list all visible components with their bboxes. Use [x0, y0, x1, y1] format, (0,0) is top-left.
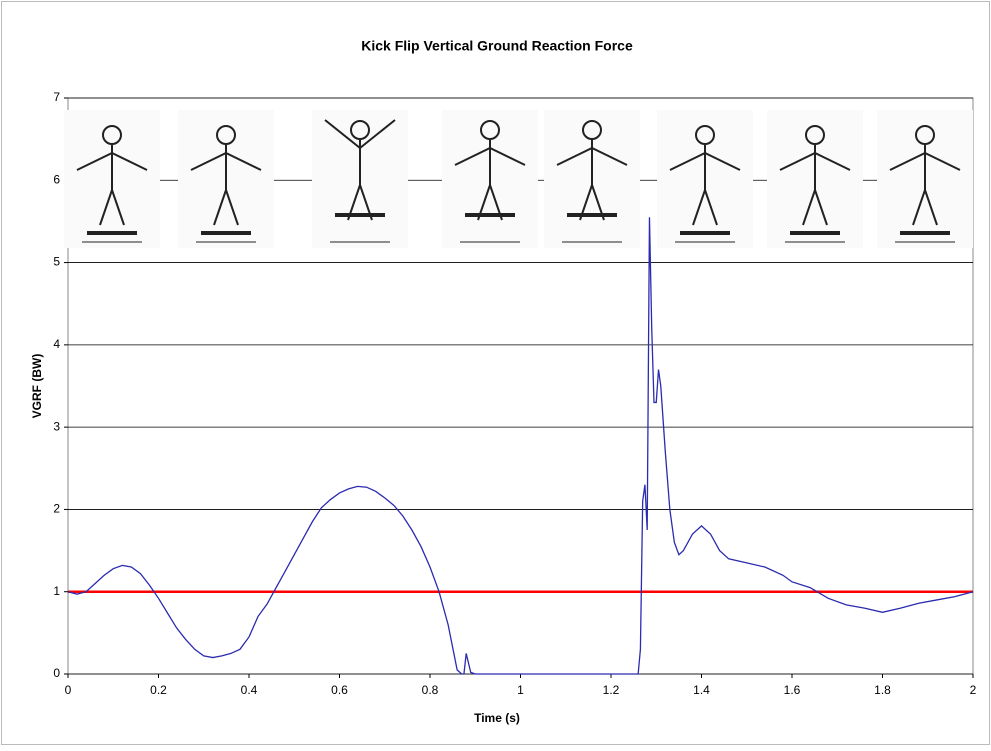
figure-body: [76, 145, 148, 226]
figure-body: [556, 140, 628, 221]
figure-body: [324, 119, 396, 221]
x-tick-label: 0.6: [331, 683, 348, 697]
figure-body: [779, 145, 851, 226]
skater-figure: [178, 110, 274, 248]
skater-figure: [442, 110, 538, 248]
x-tick-label: 0: [65, 683, 72, 697]
figure-body: [669, 145, 741, 226]
y-tick-label: 3: [53, 419, 60, 433]
figure-body: [889, 145, 961, 226]
y-tick-label: 2: [53, 502, 60, 516]
x-axis-label: Time (s): [474, 711, 520, 725]
skater-figure: [544, 110, 640, 248]
figure-head: [695, 125, 715, 145]
skater-figure: [657, 110, 753, 248]
y-axis-label: VGRF (BW): [30, 354, 44, 419]
y-tick-label: 0: [53, 666, 60, 680]
x-tick-label: 1.8: [874, 683, 891, 697]
skater-figure: [312, 110, 408, 248]
figure-body: [190, 145, 262, 226]
figure-head: [216, 125, 236, 145]
x-tick-label: 0.2: [150, 683, 167, 697]
x-tick-label: 0.8: [422, 683, 439, 697]
x-tick-label: 1: [517, 683, 524, 697]
y-tick-label: 7: [53, 90, 60, 104]
figure-head: [102, 125, 122, 145]
figure-head: [805, 125, 825, 145]
x-tick-label: 1.6: [784, 683, 801, 697]
y-tick-label: 6: [53, 172, 60, 186]
figure-body: [454, 140, 526, 221]
x-tick-label: 0.4: [241, 683, 258, 697]
data-line: [67, 217, 974, 675]
figure-head: [350, 120, 370, 140]
y-tick-label: 5: [53, 255, 60, 269]
figure-head: [480, 120, 500, 140]
x-tick-label: 1.2: [603, 683, 620, 697]
chart-title: Kick Flip Vertical Ground Reaction Force: [361, 38, 633, 54]
skater-figure: [877, 110, 973, 248]
y-tick-label: 4: [53, 337, 60, 351]
y-tick-label: 1: [53, 584, 60, 598]
figure-head: [915, 125, 935, 145]
skater-figure: [64, 110, 160, 248]
x-tick-label: 1.4: [693, 683, 710, 697]
skater-figure: [767, 110, 863, 248]
figure-head: [582, 120, 602, 140]
x-tick-label: 2: [970, 683, 977, 697]
